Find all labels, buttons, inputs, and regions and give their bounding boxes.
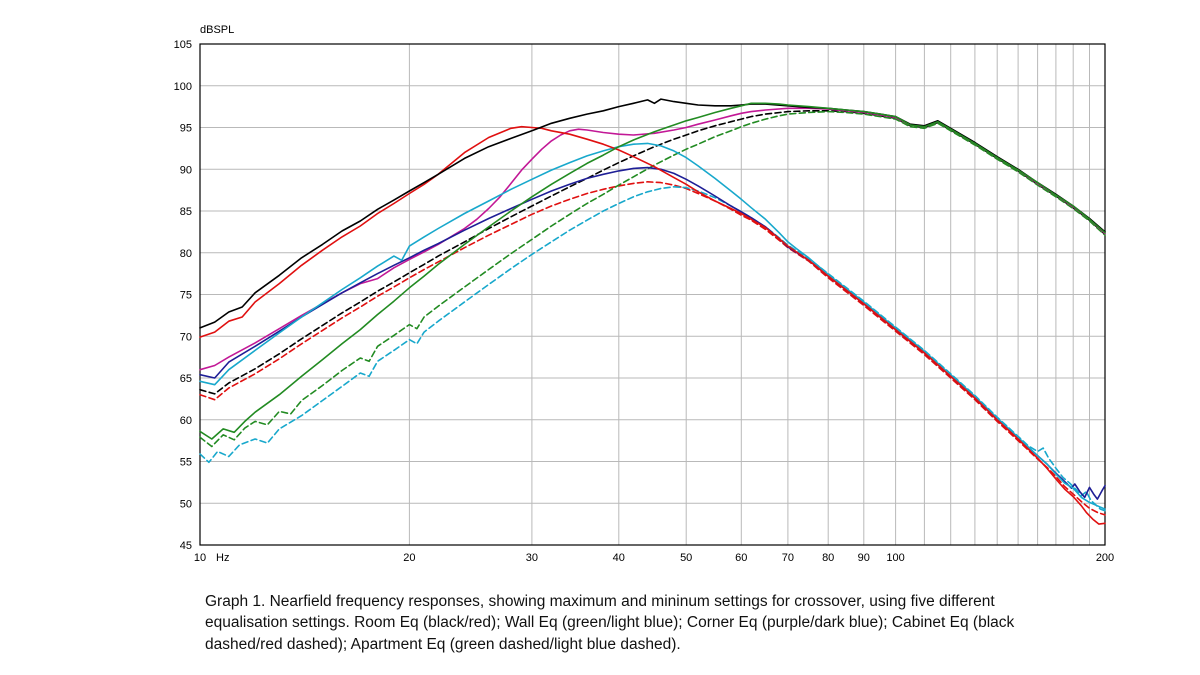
y-tick-label: 80 — [180, 248, 192, 260]
x-tick-label: 20 — [403, 552, 415, 564]
y-tick-label: 55 — [180, 457, 192, 469]
series-1: Cabinet Eq (min crossover) — [199, 181, 1106, 516]
series-3: Apartment Eq (min crossover) — [199, 186, 1106, 512]
y-tick-label: 105 — [174, 39, 192, 51]
series-9: Wall Eq (max crossover) — [199, 102, 1106, 440]
series-6: Wall Eq (min crossover) — [199, 142, 1106, 510]
x-tick-label: 80 — [822, 552, 834, 564]
x-tick-label: 50 — [680, 552, 692, 564]
x-tick-label: 40 — [613, 552, 625, 564]
x-tick-label: 90 — [858, 552, 870, 564]
y-axis-title: dBSPL — [200, 24, 234, 36]
series-8: Room Eq (max crossover) — [199, 98, 1106, 329]
y-tick-label: 60 — [180, 415, 192, 427]
x-tick-label: 100 — [886, 552, 904, 564]
y-tick-label: 45 — [180, 540, 192, 552]
x-tick-label: 70 — [782, 552, 794, 564]
y-tick-label: 75 — [180, 290, 192, 302]
series-7: Room Eq (min crossover) — [199, 125, 1106, 525]
y-tick-label: 70 — [180, 331, 192, 343]
frequency-response-chart: Cabinet Eq (max crossover)Cabinet Eq (mi… — [174, 24, 1115, 564]
y-tick-label: 85 — [180, 206, 192, 218]
figure-caption: Graph 1. Nearfield frequency responses, … — [205, 593, 1015, 653]
x-tick-label: 60 — [735, 552, 747, 564]
series-2: Apartment Eq (max crossover) — [199, 110, 1106, 448]
y-tick-label: 95 — [180, 123, 192, 135]
y-tick-label: 100 — [174, 81, 192, 93]
x-tick-label: 30 — [526, 552, 538, 564]
y-tick-label: 65 — [180, 373, 192, 385]
x-axis-unit-label: Hz — [216, 552, 229, 564]
series-5: Corner Eq (min crossover) — [199, 166, 1106, 500]
x-tick-label: 200 — [1096, 552, 1114, 564]
plot-border — [199, 43, 1106, 546]
y-tick-label: 90 — [180, 164, 192, 176]
x-tick-label: 10 — [194, 552, 206, 564]
y-tick-label: 50 — [180, 498, 192, 510]
